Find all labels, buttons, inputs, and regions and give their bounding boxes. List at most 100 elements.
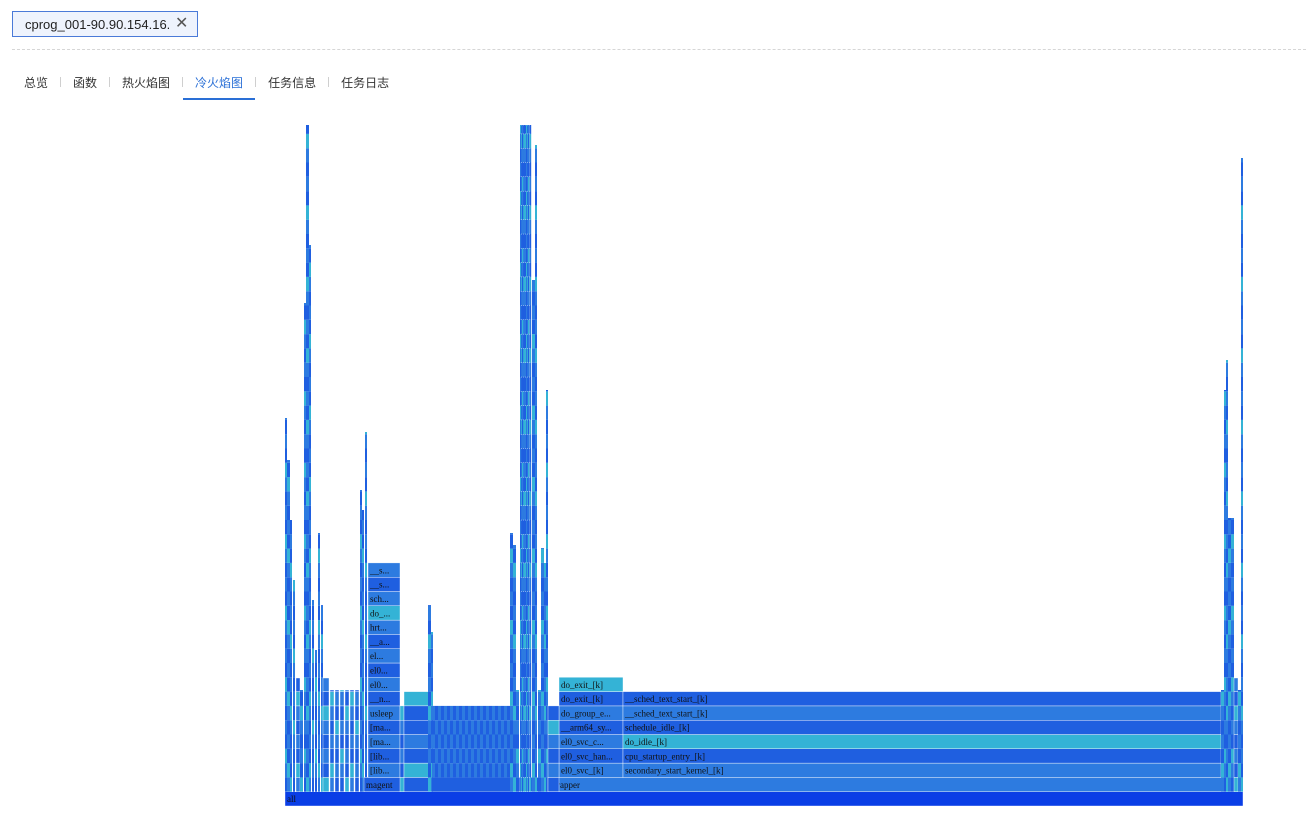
flame-frame[interactable] xyxy=(428,720,431,735)
flame-frame[interactable] xyxy=(524,291,526,306)
flame-frame[interactable] xyxy=(309,734,311,749)
flame-frame[interactable] xyxy=(365,448,367,463)
flame-frame[interactable] xyxy=(535,176,537,192)
flame-frame[interactable] xyxy=(441,705,444,721)
flame-frame[interactable] xyxy=(546,663,548,678)
flame-frame[interactable] xyxy=(522,377,524,392)
flame-frame[interactable] xyxy=(524,377,526,392)
flame-frame[interactable] xyxy=(501,720,504,735)
flame-frame[interactable] xyxy=(290,520,292,535)
flame-frame[interactable] xyxy=(334,777,340,792)
flame-frame[interactable] xyxy=(1228,777,1231,792)
flame-frame[interactable] xyxy=(524,248,526,263)
flame-frame[interactable] xyxy=(524,419,526,435)
flame-frame[interactable] xyxy=(354,734,360,750)
flame-frame[interactable] xyxy=(516,763,519,778)
flame-frame[interactable] xyxy=(1233,705,1239,721)
flame-frame[interactable] xyxy=(1241,691,1243,706)
flame-frame[interactable] xyxy=(532,648,535,664)
flame-frame[interactable] xyxy=(1231,648,1234,664)
flame-frame[interactable] xyxy=(528,477,530,492)
flame-frame[interactable] xyxy=(334,720,340,735)
flame-frame[interactable] xyxy=(339,734,345,750)
flame-frame[interactable] xyxy=(365,748,367,764)
flame-frame[interactable] xyxy=(522,534,524,549)
flame-frame[interactable] xyxy=(546,763,548,778)
flame-frame[interactable] xyxy=(309,462,311,478)
flame-frame[interactable] xyxy=(546,405,548,420)
flame-frame[interactable] xyxy=(462,720,465,735)
flame-frame[interactable] xyxy=(544,748,546,764)
flame-frame[interactable] xyxy=(546,648,548,664)
flame-frame[interactable] xyxy=(431,677,433,692)
flame-frame[interactable] xyxy=(530,477,532,492)
flame-frame[interactable] xyxy=(532,591,535,606)
flame-frame[interactable] xyxy=(535,705,537,721)
flame-frame[interactable] xyxy=(309,262,311,277)
flame-frame[interactable] xyxy=(528,133,530,149)
flame-frame[interactable] xyxy=(528,262,530,277)
flame-frame[interactable] xyxy=(520,291,522,306)
flame-frame[interactable] xyxy=(435,720,438,735)
flame-frame[interactable] xyxy=(544,605,546,621)
flame-frame[interactable] xyxy=(1228,748,1231,764)
flame-frame[interactable] xyxy=(546,477,548,492)
flame-frame[interactable] xyxy=(507,734,510,749)
flame-frame[interactable] xyxy=(318,763,320,778)
flame-frame[interactable] xyxy=(1228,634,1231,649)
flame-frame[interactable] xyxy=(287,534,290,549)
flame-frame[interactable] xyxy=(532,419,535,435)
flame-frame[interactable] xyxy=(399,705,405,721)
flame-frame[interactable] xyxy=(546,562,548,578)
flame-frame[interactable] xyxy=(1241,520,1243,535)
flame-frame[interactable] xyxy=(520,577,522,592)
flame-frame[interactable] xyxy=(334,748,340,764)
flame-frame[interactable] xyxy=(306,520,309,535)
flame-frame[interactable] xyxy=(532,491,535,506)
flame-frame[interactable] xyxy=(285,763,287,778)
flame-frame[interactable] xyxy=(528,534,530,549)
flame-frame[interactable] xyxy=(456,705,459,721)
flame-frame[interactable] xyxy=(428,705,431,721)
flame-frame[interactable] xyxy=(365,677,367,692)
flame-frame[interactable] xyxy=(365,432,367,435)
flame-frame[interactable] xyxy=(287,591,290,606)
flame-frame[interactable] xyxy=(1226,391,1228,406)
flame-frame[interactable] xyxy=(365,763,367,778)
flame-frame[interactable] xyxy=(304,720,306,735)
flame-frame[interactable] xyxy=(530,162,532,177)
flame-frame[interactable] xyxy=(285,591,287,606)
flame-frame[interactable] xyxy=(312,634,314,649)
flame-frame[interactable] xyxy=(295,734,301,750)
flame-frame[interactable] xyxy=(1238,748,1241,764)
flame-frame[interactable] xyxy=(526,162,528,177)
flame-frame[interactable] xyxy=(318,533,320,535)
flame-frame[interactable] xyxy=(526,448,528,463)
flame-frame[interactable] xyxy=(1228,734,1231,749)
flame-frame[interactable] xyxy=(526,748,528,764)
tab-overview[interactable]: 总览 xyxy=(24,76,49,90)
flame-frame[interactable] xyxy=(474,748,477,764)
flame-frame[interactable] xyxy=(522,677,524,692)
flame-frame[interactable] xyxy=(524,648,526,664)
flame-frame[interactable] xyxy=(321,763,323,778)
flame-frame[interactable] xyxy=(524,234,526,249)
flame-frame[interactable] xyxy=(349,762,355,778)
flame-frame[interactable] xyxy=(315,777,317,792)
flame-frame[interactable] xyxy=(1224,605,1226,621)
flame-frame[interactable] xyxy=(524,148,526,163)
flame-frame[interactable] xyxy=(1224,520,1226,535)
flame-frame[interactable] xyxy=(428,605,431,606)
flame-frame[interactable] xyxy=(522,763,524,778)
flame-frame[interactable] xyxy=(535,262,537,277)
flame-frame[interactable] xyxy=(522,591,524,606)
flame-frame[interactable] xyxy=(304,705,306,721)
flame-frame[interactable] xyxy=(524,777,526,792)
flame-frame[interactable] xyxy=(362,510,364,521)
flame-frame[interactable] xyxy=(304,505,306,521)
flame-frame[interactable] xyxy=(309,477,311,492)
flame-frame[interactable] xyxy=(528,176,530,192)
flame-frame[interactable] xyxy=(318,648,320,664)
flame-frame[interactable] xyxy=(1224,634,1226,649)
flame-frame[interactable] xyxy=(1241,419,1243,435)
